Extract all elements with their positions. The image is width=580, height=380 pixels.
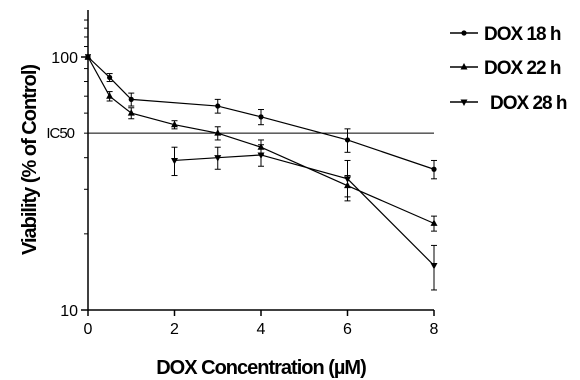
data-point-circle — [128, 96, 134, 102]
data-point-triangle-down — [430, 262, 438, 270]
y-ticks: 100 10 — [51, 19, 88, 320]
data-point-triangle-up — [171, 120, 178, 128]
legend-label: DOX 28 h — [490, 93, 567, 114]
x-tick-label: 6 — [343, 321, 352, 338]
axes: 0 2 4 6 8 100 10 — [51, 10, 439, 338]
ic50-reference: IC50 — [46, 125, 434, 142]
data-point-circle — [431, 166, 437, 172]
data-point-triangle-down — [344, 176, 351, 183]
data-point-triangle-up — [430, 219, 438, 226]
data-point-triangle-down — [171, 157, 178, 165]
y-tick-label: 100 — [51, 50, 78, 67]
series-line — [87, 56, 435, 224]
y-tick-label: 10 — [60, 303, 78, 320]
legend-item: DOX 28 h — [450, 93, 568, 114]
series-dox-22-h — [84, 53, 438, 232]
legend-item: DOX 22 h — [450, 58, 562, 79]
legend: DOX 18 h DOX 22 h DOX 28 h — [450, 24, 568, 114]
x-tick-label: 4 — [257, 321, 266, 338]
data-point-circle — [344, 137, 351, 143]
x-tick-label: 0 — [84, 321, 93, 338]
series-line — [174, 154, 435, 266]
data-point-triangle-up — [214, 129, 222, 136]
data-point-circle — [258, 114, 264, 120]
data-point-triangle-up — [106, 92, 114, 99]
series-dox-28-h — [171, 144, 438, 291]
x-axis-title: DOX Concentration (µM) — [156, 357, 366, 379]
data-point-triangle-up — [84, 53, 92, 60]
ic50-label: IC50 — [46, 125, 74, 142]
data-point-triangle-down — [214, 155, 222, 162]
x-tick-label: 2 — [170, 321, 179, 338]
data-point-circle — [107, 74, 113, 81]
legend-label: DOX 18 h — [484, 24, 561, 45]
data-point-triangle-down — [257, 152, 265, 159]
data-point-triangle-up — [127, 109, 135, 116]
data-point-triangle-down — [460, 99, 468, 106]
data-point-triangle-up — [460, 63, 468, 70]
x-ticks: 0 2 4 6 8 — [84, 310, 439, 338]
data-point-circle — [461, 30, 467, 36]
data-point-circle — [215, 103, 221, 109]
legend-label: DOX 22 h — [484, 58, 561, 79]
y-axis-title: Viability (% of Control) — [19, 65, 41, 255]
x-tick-label: 8 — [430, 321, 439, 338]
series-layer — [84, 53, 438, 291]
legend-item: DOX 18 h — [450, 24, 562, 45]
